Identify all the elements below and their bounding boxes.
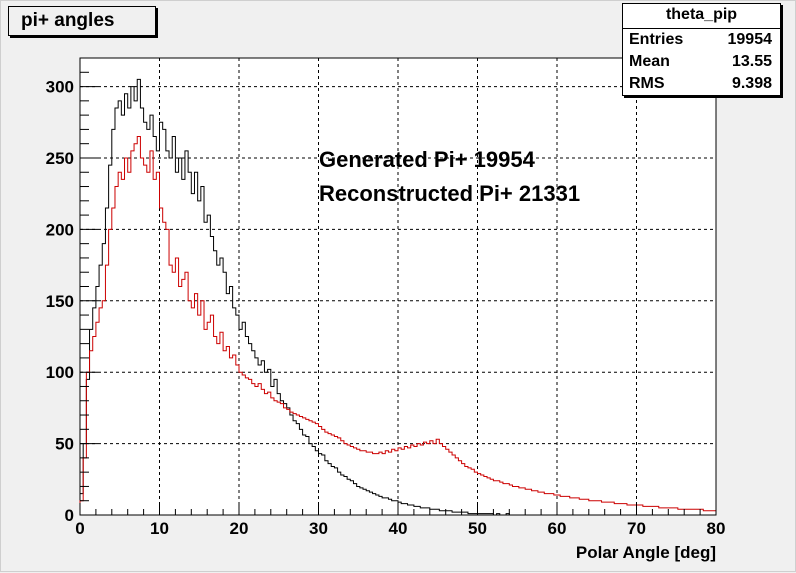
x-tick-label: 70 — [627, 519, 646, 538]
x-tick-label: 30 — [309, 519, 328, 538]
y-tick-label: 300 — [46, 78, 74, 97]
stats-value: 9.398 — [731, 75, 772, 92]
y-tick-label: 100 — [46, 363, 74, 382]
x-tick-label: 40 — [389, 519, 408, 538]
x-tick-label: 0 — [75, 519, 84, 538]
y-tick-label: 200 — [46, 220, 74, 239]
stats-row-mean: Mean 13.55 — [623, 51, 780, 73]
stats-row-rms: RMS 9.398 — [623, 73, 780, 95]
annotation-generated: Generated Pi+ 19954 — [319, 147, 536, 172]
x-tick-label: 20 — [230, 519, 249, 538]
series-layer — [79, 78, 717, 516]
grid — [80, 58, 716, 515]
stats-label: Mean — [629, 53, 670, 70]
stats-name: theta_pip — [623, 4, 780, 29]
y-tick-label: 150 — [46, 292, 74, 311]
stats-value: 19954 — [727, 31, 773, 48]
stats-label: RMS — [629, 75, 665, 92]
y-tick-label: 50 — [55, 435, 74, 454]
stats-box: theta_pip Entries 19954 Mean 13.55 RMS 9… — [622, 3, 781, 96]
y-tick-label: 250 — [46, 149, 74, 168]
stats-row-entries: Entries 19954 — [623, 29, 780, 51]
histogram-series-1 — [79, 136, 717, 515]
x-tick-label: 50 — [468, 519, 487, 538]
x-tick-label: 60 — [548, 519, 567, 538]
stats-value: 13.55 — [731, 53, 772, 70]
annotation-reconstructed: Reconstructed Pi+ 21331 — [319, 181, 580, 206]
chart-title: pi+ angles — [8, 6, 156, 36]
axes: 0 10 20 30 40 50 60 70 80 0 50 100 150 200 250 300 — [46, 57, 726, 538]
stats-label: Entries — [629, 31, 684, 48]
x-axis-label: Polar Angle [deg] — [576, 543, 716, 562]
x-tick-label: 80 — [707, 519, 726, 538]
x-tick-label: 10 — [150, 519, 169, 538]
y-tick-label: 0 — [65, 506, 74, 525]
